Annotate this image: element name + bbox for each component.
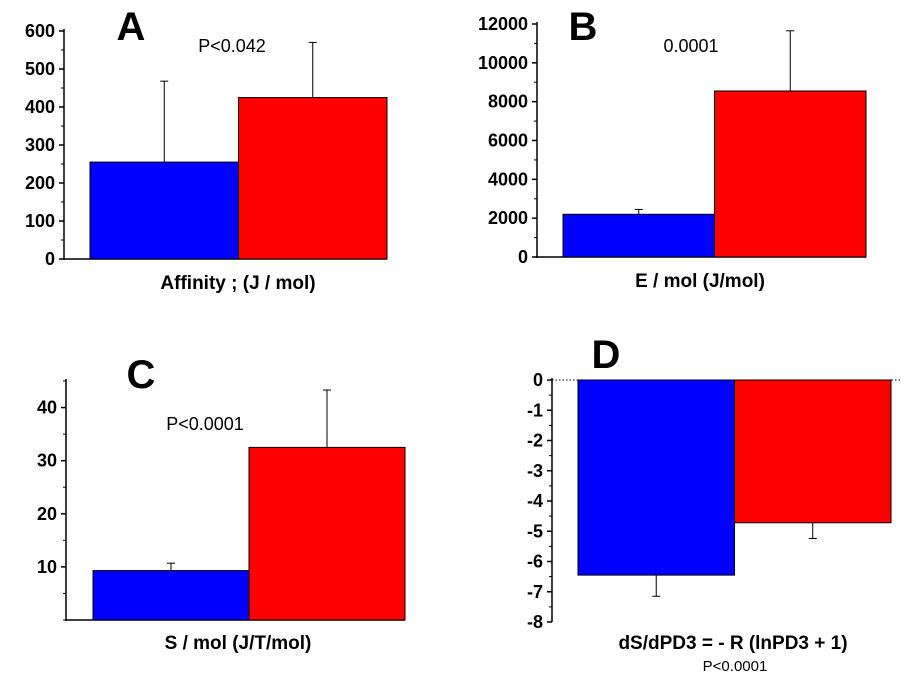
y-tick-label: 2000 (488, 208, 528, 228)
y-tick-label: 40 (37, 398, 57, 418)
y-tick-label: -3 (527, 461, 543, 481)
y-tick-label: 0 (45, 249, 55, 269)
bar (92, 570, 250, 621)
bar (562, 213, 715, 258)
p-value-annotation: P<0.042 (198, 36, 266, 56)
y-tick-label: 200 (25, 173, 55, 193)
y-tick-label: -5 (527, 521, 543, 541)
y-tick-label: 10000 (478, 53, 528, 73)
bar (714, 90, 867, 258)
y-tick-label: 10 (37, 557, 57, 577)
bar (577, 379, 735, 576)
bar (248, 446, 406, 621)
panel-label: A (117, 5, 146, 49)
p-value-annotation: 0.0001 (663, 36, 718, 56)
y-tick-label: 400 (25, 97, 55, 117)
y-tick-label: 8000 (488, 92, 528, 112)
y-tick-label: 0 (518, 247, 528, 267)
y-tick-label: 6000 (488, 131, 528, 151)
y-tick-label: 0 (533, 370, 543, 390)
y-tick-label: 300 (25, 135, 55, 155)
y-tick-label: -8 (527, 612, 543, 632)
panel-label: C (127, 353, 156, 397)
bar (238, 97, 388, 260)
y-tick-label: 600 (25, 21, 55, 41)
panel-label: D (592, 333, 621, 377)
y-tick-label: 4000 (488, 169, 528, 189)
y-tick-label: -7 (527, 582, 543, 602)
y-tick-label: 20 (37, 504, 57, 524)
y-tick-label: -1 (527, 400, 543, 420)
y-tick-label: 500 (25, 59, 55, 79)
p-value-annotation: P<0.0001 (703, 658, 768, 675)
x-axis-label: dS/dPD3 = - R (lnPD3 + 1) (618, 633, 847, 654)
x-axis-label: E / mol (J/mol) (635, 271, 765, 292)
y-tick-label: 100 (25, 211, 55, 231)
bar (89, 161, 239, 260)
y-tick-label: -6 (527, 552, 543, 572)
bar (734, 379, 892, 524)
panel-label: B (569, 5, 598, 49)
p-value-annotation: P<0.0001 (166, 414, 244, 434)
x-axis-label: Affinity ; (J / mol) (160, 273, 315, 294)
y-tick-label: 30 (37, 451, 57, 471)
y-tick-label: -2 (527, 431, 543, 451)
x-axis-label: S / mol (J/T/mol) (165, 633, 312, 654)
y-tick-label: 12000 (478, 14, 528, 34)
y-tick-label: -4 (527, 491, 543, 511)
